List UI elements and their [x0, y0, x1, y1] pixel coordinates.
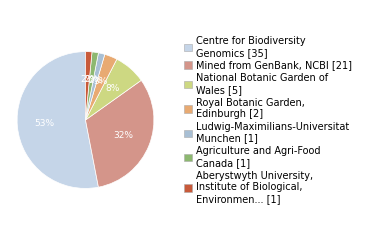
Wedge shape [17, 52, 98, 188]
Wedge shape [86, 59, 141, 120]
Legend: Centre for Biodiversity
Genomics [35], Mined from GenBank, NCBI [21], National B: Centre for Biodiversity Genomics [35], M… [184, 36, 352, 204]
Wedge shape [86, 52, 92, 120]
Wedge shape [86, 53, 105, 120]
Wedge shape [86, 52, 98, 120]
Text: 2%: 2% [88, 76, 102, 85]
Text: 2%: 2% [80, 74, 95, 84]
Text: 8%: 8% [105, 84, 120, 94]
Wedge shape [86, 54, 117, 120]
Text: 32%: 32% [114, 131, 134, 140]
Text: 3%: 3% [93, 77, 108, 86]
Text: 2%: 2% [84, 75, 98, 84]
Wedge shape [86, 80, 154, 187]
Text: 53%: 53% [35, 120, 55, 128]
